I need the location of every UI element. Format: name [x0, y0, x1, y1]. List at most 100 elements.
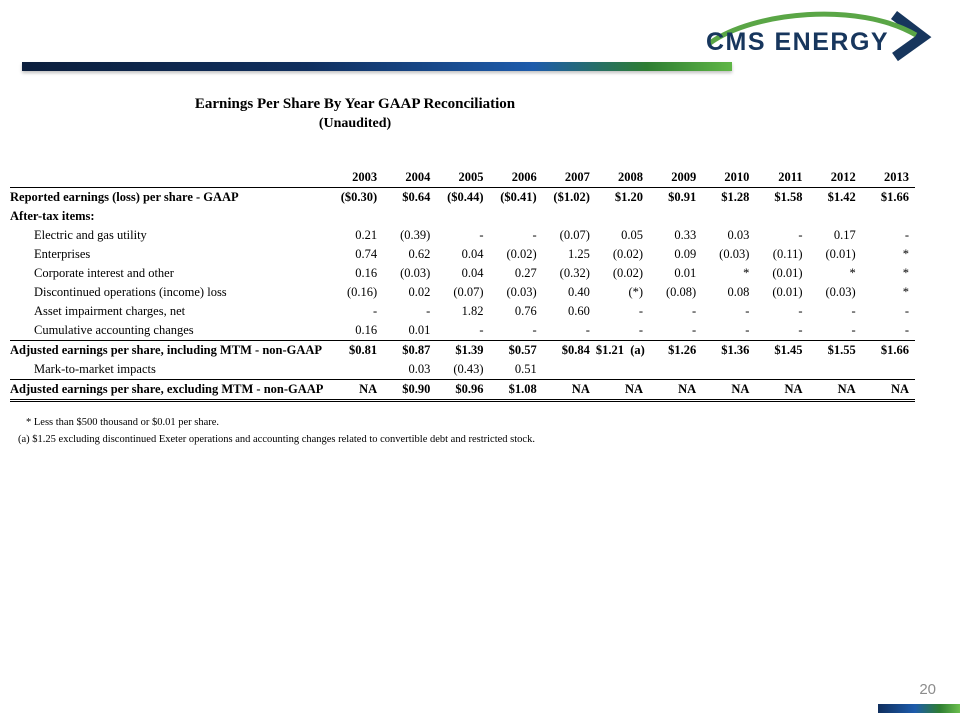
table-row: Cumulative accounting changes 0.16 0.01 - - -…	[10, 321, 915, 341]
cell-value: (0.32)	[559, 266, 590, 280]
cell-value: NA	[702, 379, 756, 402]
cell-value: $1.45	[755, 340, 809, 360]
cell-value: NA	[755, 379, 809, 402]
cell-value: (0.03)	[825, 285, 856, 299]
cell-value: 0.27	[514, 266, 537, 280]
cell-value: 0.76	[514, 304, 537, 318]
table-row: Asset impairment charges, net - - 1.82 0.76 0…	[10, 302, 915, 321]
table-row: Mark-to-market impacts 0.03 (0.43) 0.51	[10, 360, 915, 380]
year-column-header: 2012	[808, 168, 862, 188]
cell-value	[596, 207, 649, 226]
cell-value: $1.66	[861, 340, 915, 360]
row-label: Discontinued operations (income) loss	[34, 285, 227, 299]
table-row: Corporate interest and other 0.16 (0.03) 0.…	[10, 264, 915, 283]
year-column-header: 2005	[436, 168, 490, 188]
row-label: Asset impairment charges, net	[34, 304, 186, 318]
cell-value: 0.03	[727, 228, 750, 242]
cell-value: (0.03)	[506, 285, 537, 299]
cell-value: (0.03)	[400, 266, 431, 280]
cell-value: $1.20	[614, 190, 644, 204]
cell-value: (*)	[628, 285, 644, 299]
cell-value: NA	[808, 379, 862, 402]
cell-value: 0.62	[408, 247, 431, 261]
table-row: Enterprises 0.74 0.62 0.04 (0.02) 1.25 (0.02) 0…	[10, 245, 915, 264]
cell-value: (0.08)	[666, 285, 697, 299]
cell-value: $1.42	[827, 190, 856, 204]
cell-value	[755, 207, 808, 226]
cell-value	[543, 207, 596, 226]
table-row: Adjusted earnings per share, excluding M…	[10, 379, 915, 402]
year-column-header: 2003	[330, 168, 384, 188]
cell-value: -	[745, 323, 750, 337]
cell-value: -	[904, 323, 909, 337]
cell-value: 0.02	[408, 285, 431, 299]
cell-value: (0.01)	[825, 247, 856, 261]
cell-value: $0.96	[436, 379, 490, 402]
eps-table-head: 2003 2004 2005 2006 2007 2008 2009 2010 2011 2012…	[10, 168, 915, 188]
cell-value: -	[638, 304, 644, 318]
cell-value: 0.60	[567, 304, 590, 318]
cell-value: $1.36	[702, 340, 756, 360]
cell-value: -	[745, 304, 750, 318]
cell-value: $0.84	[542, 340, 596, 360]
cell-value	[755, 360, 808, 380]
cell-value: (0.16)	[346, 285, 378, 299]
cell-value: -	[426, 304, 431, 318]
cell-value: NA	[330, 379, 384, 402]
table-row: Discontinued operations (income) loss (0.…	[10, 283, 915, 302]
year-column-header: 2010	[702, 168, 756, 188]
cell-value: -	[851, 304, 856, 318]
row-label: Adjusted earnings per share, including M…	[10, 340, 330, 360]
cell-value: -	[532, 323, 537, 337]
cell-value: *	[849, 266, 856, 280]
cell-value: (0.01)	[772, 266, 803, 280]
cell-value: 0.16	[355, 266, 378, 280]
cell-value: $0.90	[383, 379, 437, 402]
cell-value: -	[851, 323, 856, 337]
label-column-header	[10, 168, 330, 188]
cell-value: -	[532, 228, 537, 242]
cell-value: $1.58	[774, 190, 803, 204]
row-label: Enterprises	[34, 247, 91, 261]
cell-value: ($1.02)	[553, 190, 590, 204]
cell-value: -	[692, 323, 697, 337]
cell-value: (0.07)	[453, 285, 484, 299]
cell-value: $0.81	[330, 340, 384, 360]
cell-value: -	[479, 228, 484, 242]
cell-value: *	[902, 247, 909, 261]
table-row: Adjusted earnings per share, including M…	[10, 340, 915, 360]
year-column-header: 2013	[861, 168, 915, 188]
cell-value: 0.21	[355, 228, 378, 242]
cell-value: $0.64	[402, 190, 431, 204]
cell-value: 1.25	[567, 247, 590, 261]
cell-value: 0.04	[461, 266, 484, 280]
cell-value: (0.03)	[719, 247, 750, 261]
cell-value: 0.09	[674, 247, 697, 261]
logo-text: CMS ENERGY	[706, 28, 889, 56]
cell-value: -	[798, 228, 803, 242]
year-column-header: 2011	[755, 168, 809, 188]
logo-chevron-icon	[890, 11, 932, 62]
row-label: Reported earnings (loss) per share - GAA…	[10, 190, 239, 204]
cell-value: 0.51	[514, 362, 537, 376]
cell-value	[436, 207, 489, 226]
cell-value: NA	[595, 379, 650, 402]
cell-value: *	[902, 266, 909, 280]
row-label: After-tax items:	[10, 209, 95, 223]
table-row: Reported earnings (loss) per share - GAA…	[10, 188, 915, 208]
cell-value: (0.02)	[612, 247, 644, 261]
cell-value: -	[373, 304, 378, 318]
cell-value	[330, 207, 383, 226]
cell-value	[330, 360, 383, 380]
cell-value: 0.40	[567, 285, 590, 299]
cell-value: (0.07)	[559, 228, 590, 242]
cell-value: *	[743, 266, 750, 280]
page-number: 20	[919, 681, 936, 698]
cell-value	[596, 360, 649, 380]
cell-value: (0.01)	[772, 285, 803, 299]
cms-energy-logo: CMS ENERGY	[698, 6, 948, 64]
cell-value: 0.05	[621, 228, 644, 242]
cell-value: -	[585, 323, 590, 337]
top-gradient-bar	[22, 62, 732, 71]
